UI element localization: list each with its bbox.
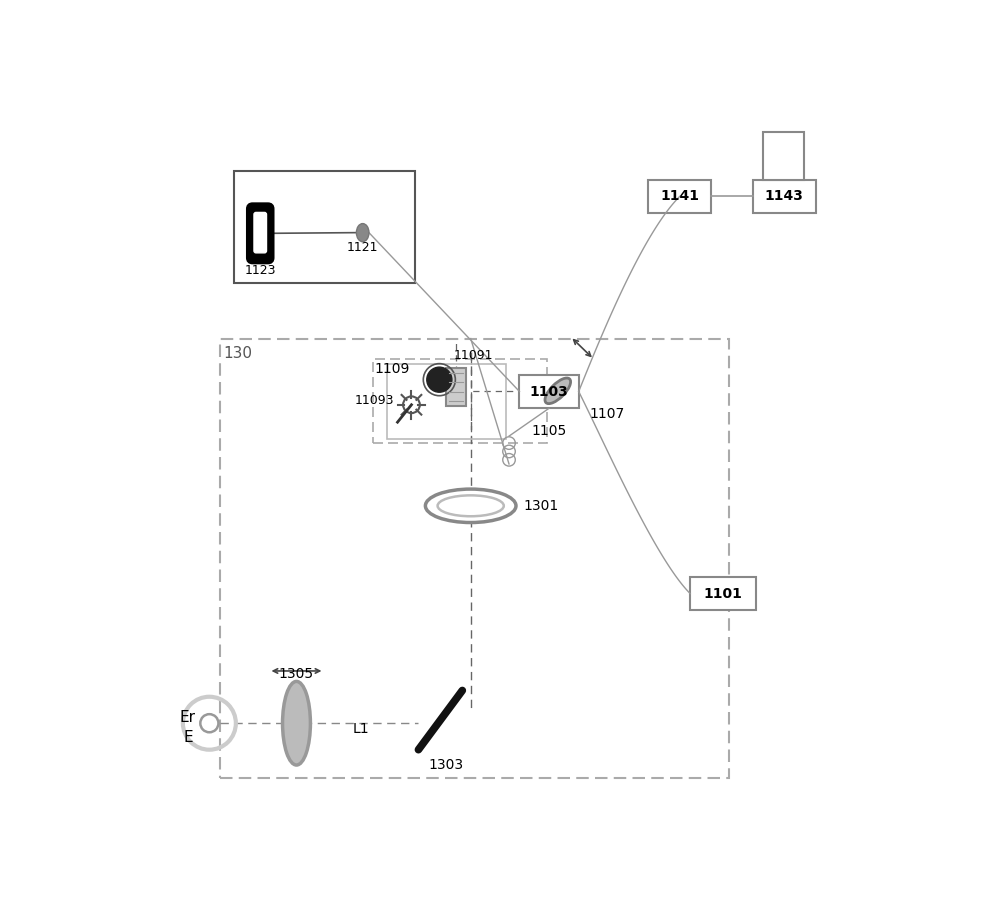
Text: 1103: 1103	[530, 385, 568, 398]
FancyBboxPatch shape	[763, 132, 804, 180]
FancyBboxPatch shape	[248, 205, 272, 262]
Text: 1143: 1143	[765, 189, 804, 204]
Text: 1105: 1105	[531, 424, 567, 438]
Text: 1303: 1303	[429, 758, 464, 772]
Ellipse shape	[438, 495, 504, 516]
Circle shape	[427, 367, 452, 392]
Text: 1301: 1301	[523, 499, 558, 513]
Text: 11093: 11093	[355, 395, 394, 407]
FancyBboxPatch shape	[648, 180, 711, 214]
FancyBboxPatch shape	[254, 213, 267, 252]
Text: L1: L1	[352, 722, 369, 736]
Text: 1123: 1123	[244, 263, 276, 277]
Ellipse shape	[356, 224, 369, 242]
Ellipse shape	[545, 378, 571, 404]
Text: 1107: 1107	[589, 407, 624, 421]
FancyBboxPatch shape	[446, 367, 466, 406]
Text: 11091: 11091	[453, 349, 493, 362]
Text: 1101: 1101	[704, 586, 743, 601]
Text: E: E	[184, 729, 193, 745]
Ellipse shape	[283, 681, 310, 765]
Text: 1109: 1109	[375, 362, 410, 376]
FancyBboxPatch shape	[690, 576, 756, 610]
Text: 130: 130	[223, 346, 252, 360]
FancyBboxPatch shape	[519, 375, 579, 408]
Text: 1141: 1141	[660, 189, 699, 204]
FancyBboxPatch shape	[234, 171, 415, 283]
Text: 1121: 1121	[347, 242, 378, 254]
FancyBboxPatch shape	[753, 180, 816, 214]
Text: Er: Er	[179, 710, 195, 725]
Text: 1305: 1305	[279, 668, 314, 681]
Ellipse shape	[425, 489, 516, 522]
